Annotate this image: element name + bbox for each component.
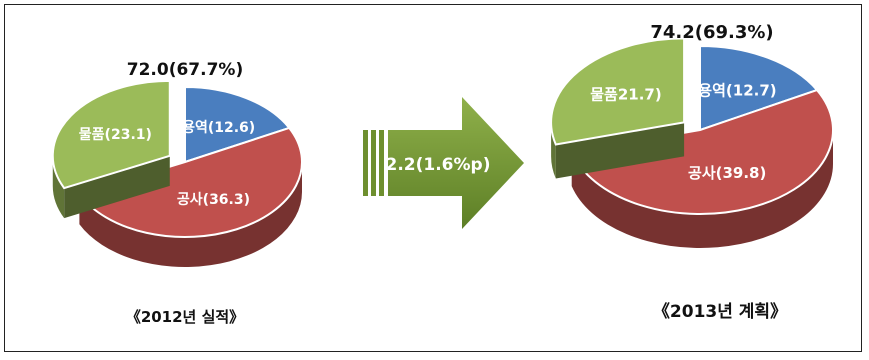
pie-slice-용역: 용역(12.6) bbox=[182, 85, 291, 164]
arrow-body bbox=[388, 97, 524, 229]
pie-slice-top bbox=[77, 126, 303, 239]
pie-slice-top bbox=[51, 79, 171, 190]
pie-slice-cut bbox=[64, 155, 170, 219]
pie-slice-물품: 물품(23.1) bbox=[51, 79, 171, 219]
pie-slice-side bbox=[52, 155, 65, 219]
pie-2013-caption: 《2013년 계획》 bbox=[653, 301, 787, 322]
pie-slice-top bbox=[550, 37, 686, 146]
pie-slice-공사: 공사(39.8) bbox=[570, 88, 834, 248]
pie-slice-top bbox=[570, 88, 834, 215]
pie-slice-label: 공사(36.3) bbox=[177, 192, 250, 208]
pie-slice-label: 용역(12.7) bbox=[698, 81, 776, 99]
pie-slice-label: 공사(39.8) bbox=[688, 164, 766, 182]
pie-2012-total-label: 72.0(67.7%) bbox=[127, 60, 243, 80]
arrow-stripe bbox=[371, 130, 376, 196]
pie-slice-cut bbox=[555, 122, 685, 179]
pie-slice-side bbox=[571, 130, 833, 248]
pie-slice-label: 물품(23.1) bbox=[79, 127, 152, 143]
pie-slice-top bbox=[184, 85, 291, 164]
pie-slice-label: 용역(12.6) bbox=[182, 119, 255, 136]
change-arrow: 2.2(1.6%p) bbox=[363, 97, 524, 229]
arrow-stripe bbox=[379, 130, 384, 196]
pie-slice-label: 물품21.7) bbox=[590, 85, 661, 103]
pie-2012-caption: 《2012년 실적》 bbox=[126, 308, 244, 326]
pie-slice-side bbox=[79, 162, 302, 268]
pie-slice-용역: 용역(12.7) bbox=[698, 44, 819, 132]
pie-2013-total-label: 74.2(69.3%) bbox=[650, 22, 773, 43]
pie-slice-공사: 공사(36.3) bbox=[77, 126, 303, 268]
pie-slice-물품: 물품21.7) bbox=[550, 37, 686, 179]
pie-slice-top bbox=[699, 44, 819, 132]
pie-2013: 용역(12.7) 공사(39.8) 물품21.7) bbox=[550, 37, 834, 248]
arrow-stripe bbox=[363, 130, 368, 196]
pie-2012: 용역(12.6) 공사(36.3) 물품(23.1) bbox=[51, 79, 303, 268]
arrow-label: 2.2(1.6%p) bbox=[386, 155, 491, 175]
